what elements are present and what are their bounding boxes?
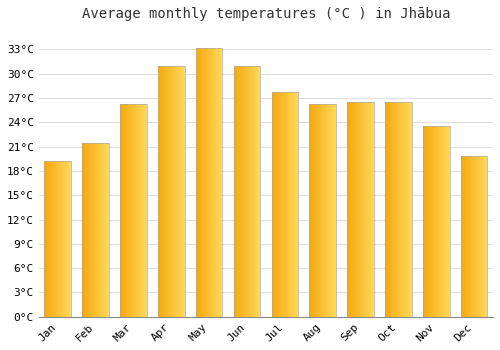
Bar [196,48,222,317]
Bar [348,102,374,317]
Title: Average monthly temperatures (°C ) in Jhābua: Average monthly temperatures (°C ) in Jh… [82,7,450,21]
Bar [272,92,298,317]
Bar [158,65,184,317]
Bar [82,142,109,317]
Bar [310,104,336,317]
Bar [385,102,411,317]
Bar [234,65,260,317]
Bar [44,161,71,317]
Bar [461,156,487,317]
Bar [423,126,450,317]
Bar [120,104,146,317]
